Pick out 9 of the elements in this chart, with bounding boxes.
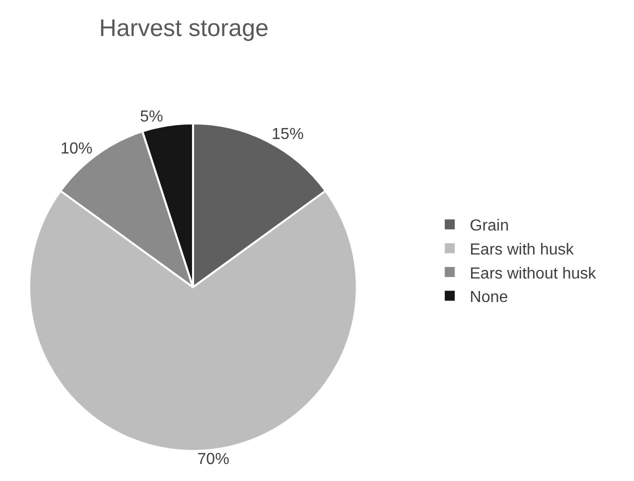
data-label: 5%: [140, 108, 164, 126]
data-label: 15%: [272, 126, 304, 143]
data-label: 10%: [60, 140, 92, 158]
legend-label: Ears without husk: [470, 265, 598, 282]
data-label: 70%: [197, 451, 230, 468]
legend-label: Ears with husk: [470, 241, 575, 258]
chart-title: Harvest storage: [99, 15, 269, 42]
legend-label: Grain: [470, 218, 509, 235]
legend-label: None: [470, 289, 508, 306]
